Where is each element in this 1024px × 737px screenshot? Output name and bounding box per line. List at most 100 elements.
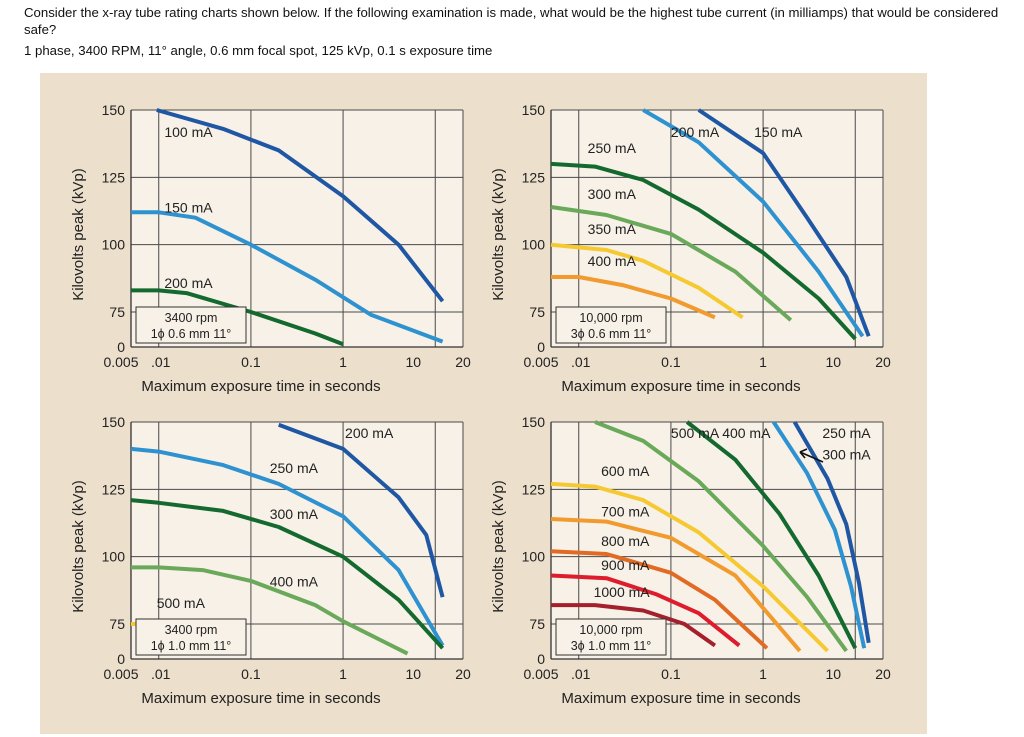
chart-2: 150 125 100 75 00.005 .01 0.1 1 10 20 Maximum expo… [490,102,891,395]
question-text-block: Consider the x-ray tube rating charts sh… [24,5,1004,60]
x-tick-label: .01 [151,666,171,682]
y-tick-label: 100 [102,549,126,565]
y-tick-label: 150 [522,414,546,430]
y-tick-label: 0 [537,339,545,355]
info-box [555,618,667,656]
y-tick-label: 150 [102,414,126,430]
info-box [135,306,247,344]
info-box-line: 1ϕ 0.6 mm 11° [151,327,232,341]
series-line-200-ma [131,288,344,347]
series-line-150-ma [697,108,871,337]
series-line-400-ma [551,275,716,320]
x-tick-label: 20 [455,666,471,682]
series-line-300-ma [550,205,793,322]
curve-label: 200 mA [164,275,213,291]
curve-label: 500 mA [671,425,720,441]
x-tick-label: 1 [759,354,767,370]
series-line-400-ma [131,565,409,656]
curve-label: 800 mA [601,533,650,549]
x-tick-label: 20 [875,666,891,682]
x-axis-label: Maximum exposure time in seconds [561,378,800,395]
curve-label: 250 mA [822,425,871,441]
curve-label: 400 mA [588,253,637,269]
curve-label: 250 mA [270,460,319,476]
x-tick-label: 0.1 [661,354,681,370]
y-tick-label: 75 [109,616,125,632]
curve-label: 100 mA [164,124,213,140]
y-tick-label: 150 [102,102,126,118]
y-tick-label: 75 [109,304,125,320]
x-axis-label: Maximum exposure time in seconds [141,378,380,395]
series-line-600-ma [550,481,829,653]
y-tick-label: 125 [102,169,126,185]
series-line-400-ma [685,420,858,650]
x-tick-label: 1 [759,666,767,682]
series-line-1000-ma [551,603,717,648]
series-line-700-ma [550,517,802,653]
series-line-900-ma [550,573,741,648]
curve-label: 500 mA [157,595,206,611]
curve-label: 1000 mA [594,584,651,600]
chart-1: 150 125 100 75 00.005 .01 0.1 1 10 20 Maximum expo… [70,102,471,395]
x-axis-label: Maximum exposure time in seconds [561,690,800,707]
y-tick-label: 100 [102,237,126,253]
curve-label: 300 mA [270,506,319,522]
y-tick-label: 100 [522,549,546,565]
curve-label: 700 mA [601,503,650,519]
x-tick-label: 1 [339,666,347,682]
info-box-line: 3ϕ 0.6 mm 11° [571,327,652,341]
info-box-line: 3400 rpm [165,623,218,637]
y-tick-label: 125 [102,481,126,497]
series-line-300-ma [130,498,445,650]
series-line-200-ma [642,108,865,338]
info-box-line: 3ϕ 1.0 mm 11° [571,639,652,653]
x-tick-label: 0.005 [103,354,138,370]
x-tick-label: .01 [571,354,591,370]
y-tick-label: 0 [537,651,545,667]
x-tick-label: 0.005 [523,666,558,682]
x-tick-label: 0.1 [241,354,261,370]
curve-label: 150 mA [164,199,213,215]
series-line-100-ma [156,108,445,303]
y-tick-label: 75 [529,304,545,320]
curve-label: 400 mA [722,425,771,441]
info-box [135,618,247,656]
info-box-line: 10,000 rpm [579,311,642,325]
x-axis-label: Maximum exposure time in seconds [141,690,380,707]
question-parameters: 1 phase, 3400 RPM, 11° angle, 0.6 mm foc… [24,43,493,58]
x-tick-label: 20 [455,354,471,370]
x-tick-label: 10 [405,666,421,682]
curve-label: 250 mA [588,140,637,156]
x-tick-label: .01 [151,354,171,370]
series-line-250-ma [130,446,445,647]
info-box-line: 1ϕ 1.0 mm 11° [151,639,232,653]
series-line-350-ma [550,242,744,320]
series-line-200-ma [277,422,445,598]
x-tick-label: 1 [339,354,347,370]
series-line-150-ma [131,210,444,344]
y-tick-label: 0 [117,339,125,355]
x-tick-label: 10 [405,354,421,370]
series-line-800-ma [550,549,769,650]
curve-label: 900 mA [601,557,650,573]
series-line-300-ma [771,420,867,649]
curve-label: 350 mA [588,221,637,237]
chart-4: 150 125 100 75 00.005 .01 0.1 1 10 20 Maximum expo… [490,414,891,707]
y-tick-label: 75 [529,616,545,632]
series-line-500-ma [594,420,848,653]
x-tick-label: 20 [875,354,891,370]
info-box [555,306,667,344]
curve-label: 200 mA [345,425,394,441]
question-text: Consider the x-ray tube rating charts sh… [24,5,999,37]
x-tick-label: 10 [825,354,841,370]
x-tick-label: 0.005 [103,666,138,682]
curve-label: 400 mA [270,573,319,589]
y-axis-label: Kilovolts peak (kVp) [70,480,87,613]
y-tick-label: 125 [522,481,546,497]
x-tick-label: 10 [825,666,841,682]
info-box-line: 10,000 rpm [579,623,642,637]
y-axis-label: Kilovolts peak (kVp) [70,168,87,301]
x-tick-label: 0.005 [523,354,558,370]
y-tick-label: 0 [117,651,125,667]
